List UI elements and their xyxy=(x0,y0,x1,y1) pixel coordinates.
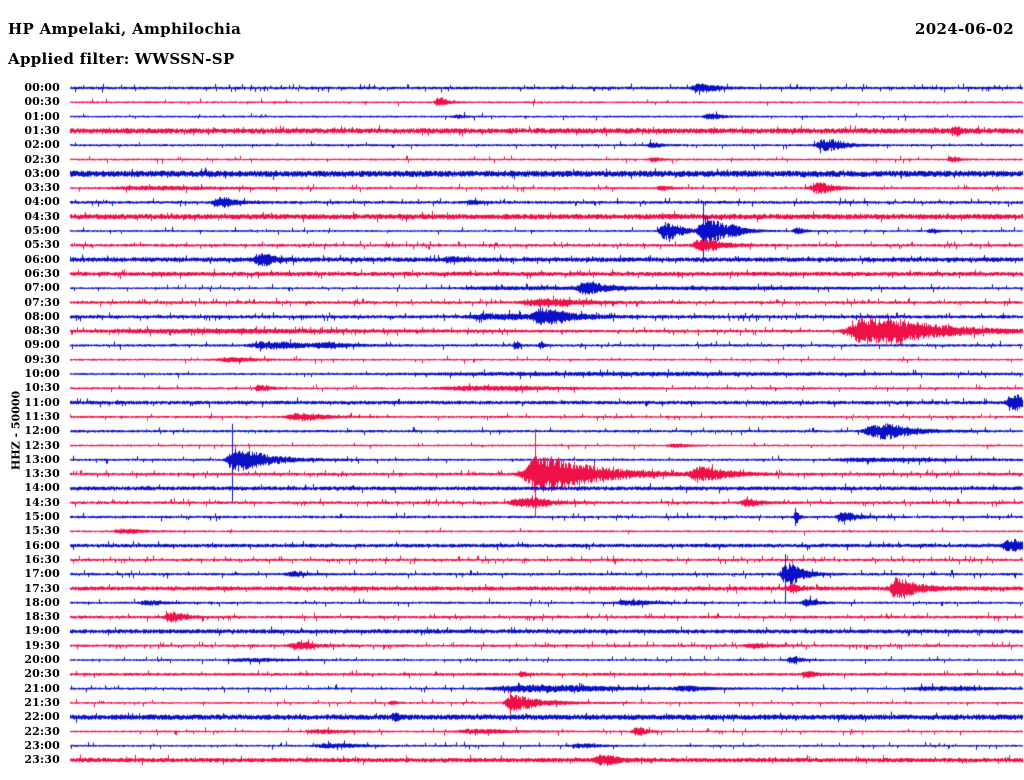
time-label: 18:30 xyxy=(24,610,60,624)
time-label: 01:30 xyxy=(24,123,60,137)
time-label: 12:30 xyxy=(24,438,60,452)
time-label: 09:30 xyxy=(24,352,60,366)
time-label: 17:00 xyxy=(24,567,60,581)
time-label: 12:00 xyxy=(24,424,60,438)
time-label: 08:00 xyxy=(24,309,60,323)
time-label: 19:00 xyxy=(24,624,60,638)
time-label: 03:30 xyxy=(24,181,60,195)
time-label: 16:30 xyxy=(24,552,60,566)
time-label: 00:00 xyxy=(24,81,60,94)
time-label: 15:30 xyxy=(24,524,60,538)
time-label: 20:30 xyxy=(24,667,60,681)
time-label: 10:00 xyxy=(24,367,60,380)
time-label: 13:30 xyxy=(24,467,60,481)
time-label: 10:30 xyxy=(24,381,60,395)
time-label: 13:00 xyxy=(24,452,60,466)
time-label: 01:00 xyxy=(24,109,60,123)
time-label: 21:00 xyxy=(24,681,60,695)
time-label: 04:30 xyxy=(24,209,60,223)
time-label: 00:30 xyxy=(24,95,60,109)
time-label: 22:00 xyxy=(24,710,60,724)
time-label: 07:30 xyxy=(24,295,60,309)
time-label: 14:00 xyxy=(24,481,60,495)
time-label: 23:30 xyxy=(24,753,60,767)
time-label: 06:00 xyxy=(24,252,60,266)
time-label: 23:00 xyxy=(24,738,60,752)
time-label: 03:00 xyxy=(24,166,60,180)
time-label: 07:00 xyxy=(24,281,60,295)
time-label: 05:30 xyxy=(24,238,60,252)
time-label: 17:30 xyxy=(24,581,60,595)
time-label: 16:00 xyxy=(24,538,60,552)
time-label: 18:00 xyxy=(24,595,60,609)
time-label: 09:00 xyxy=(24,338,60,352)
time-label: 22:30 xyxy=(24,724,60,738)
time-label: 08:30 xyxy=(24,324,60,338)
time-label: 11:30 xyxy=(24,409,60,423)
time-label: 06:30 xyxy=(24,266,60,280)
time-label: 04:00 xyxy=(24,195,60,209)
time-label: 05:00 xyxy=(24,224,60,237)
time-label: 21:30 xyxy=(24,695,60,709)
time-label: 14:30 xyxy=(24,495,60,509)
time-label: 20:00 xyxy=(24,653,60,666)
time-label: 11:00 xyxy=(24,395,60,409)
time-label: 02:00 xyxy=(24,138,60,152)
time-label: 15:00 xyxy=(24,510,60,523)
time-label: 19:30 xyxy=(24,638,60,652)
time-label: 02:30 xyxy=(24,152,60,166)
